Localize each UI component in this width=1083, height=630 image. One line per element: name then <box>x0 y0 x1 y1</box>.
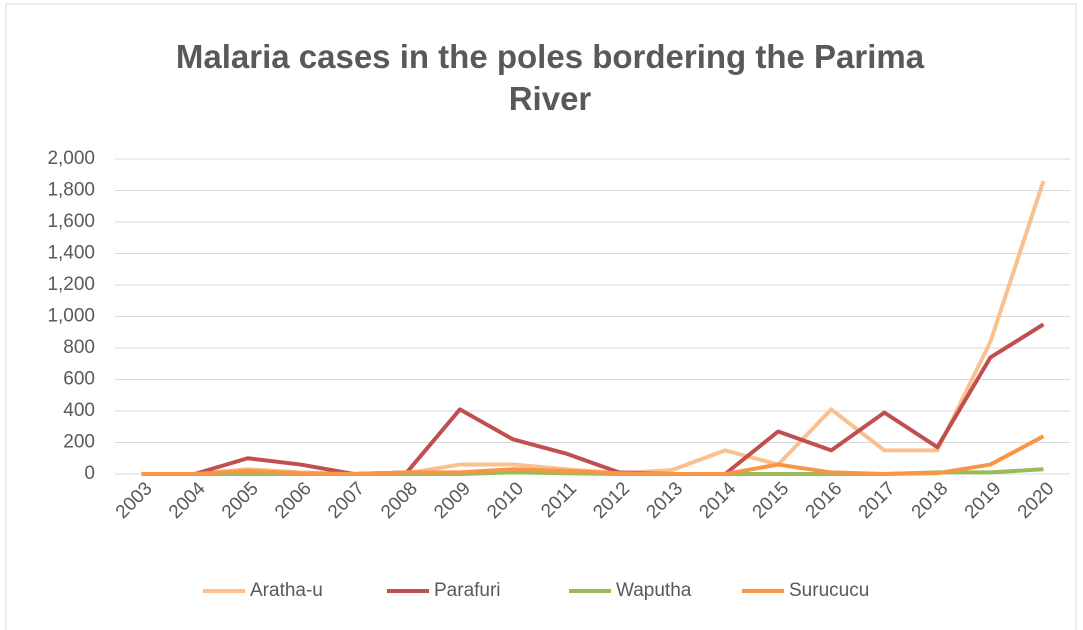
line-series <box>141 434 1045 476</box>
y-tick-label: 2,000 <box>47 148 95 169</box>
y-tick-label: 1,000 <box>47 306 95 327</box>
y-tick-label: 1,400 <box>47 243 95 264</box>
legend-label: Aratha-u <box>250 580 323 601</box>
y-tick-label: 200 <box>63 432 95 453</box>
y-tick-label: 1,600 <box>47 211 95 232</box>
legend-label: Parafuri <box>434 580 501 601</box>
legend-label: Waputha <box>616 580 692 601</box>
y-tick-label: 400 <box>63 400 95 421</box>
y-tick-label: 800 <box>63 337 95 358</box>
y-tick-label: 1,800 <box>47 180 95 201</box>
line-series <box>141 322 1045 476</box>
y-tick-label: 600 <box>63 369 95 390</box>
y-tick-label: 0 <box>84 463 95 484</box>
chart-title: Malaria cases in the poles bordering the… <box>175 38 925 117</box>
y-tick-label: 1,200 <box>47 274 95 295</box>
legend-label: Surucucu <box>789 580 869 601</box>
